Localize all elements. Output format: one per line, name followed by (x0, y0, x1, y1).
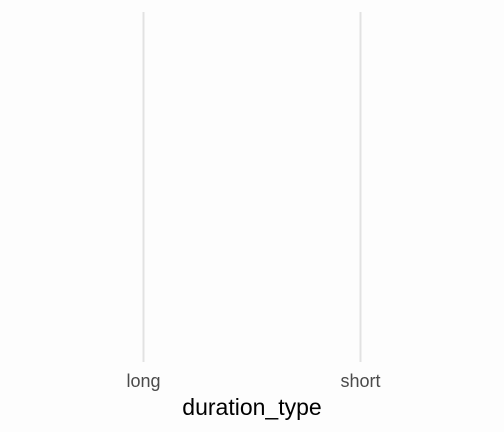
x-gridlines (142, 12, 362, 362)
x-tick-label-long: long (126, 371, 160, 391)
x-axis-title: duration_type (182, 394, 321, 420)
x-tick-label-short: short (340, 371, 380, 391)
x-tick-labels: long short (126, 371, 380, 391)
